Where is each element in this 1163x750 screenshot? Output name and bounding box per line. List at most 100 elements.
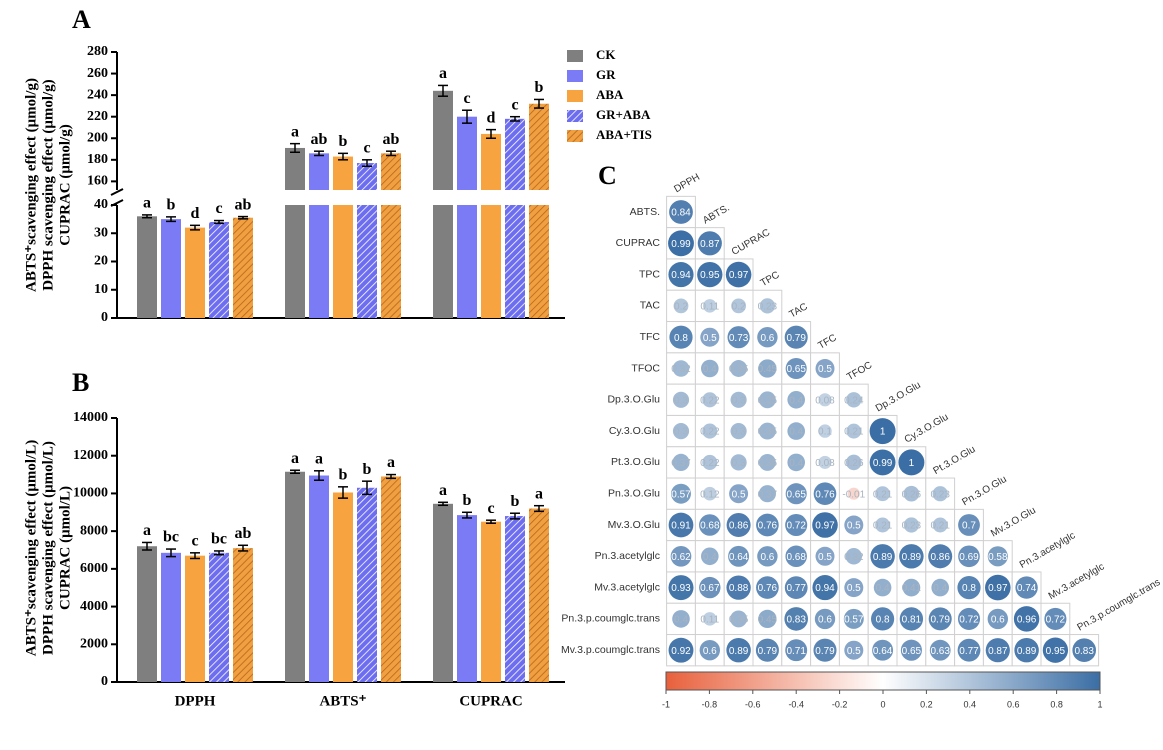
correlation-circle (987, 546, 1008, 567)
column-label: Pn.3.p.coumglc.trans (1076, 577, 1163, 633)
x-tick-label: CUPRAC (459, 693, 522, 709)
correlation-value: 0.2 (674, 302, 688, 313)
correlation-value: 0.4 (674, 615, 688, 626)
correlation-circle (699, 576, 721, 599)
y-tick-label: 240 (87, 87, 108, 102)
correlation-value: 0.87 (988, 646, 1008, 657)
row-label: CUPRAC (616, 237, 661, 249)
significance-letter: b (339, 133, 348, 150)
correlation-circle (702, 454, 718, 470)
correlation-circle (784, 576, 808, 599)
error-bar (534, 98, 544, 109)
y-tick-label: 200 (87, 130, 108, 145)
significance-letter: bc (211, 531, 227, 548)
error-bar (290, 142, 300, 154)
error-bar (510, 512, 520, 520)
correlation-value: 0.23 (902, 521, 922, 532)
correlation-circle (987, 608, 1008, 630)
correlation-value: 0.79 (815, 646, 835, 657)
correlation-circle (815, 546, 835, 566)
correlation-value: 0.72 (786, 521, 806, 532)
correlation-circle (697, 231, 722, 256)
correlation-value: 0.77 (959, 646, 979, 657)
row-label: Mv.3.p.coumglc.trans (561, 644, 660, 656)
correlation-value: 0.8 (876, 615, 890, 626)
significance-letter: a (535, 485, 543, 502)
correlation-value: 0.45 (758, 364, 778, 375)
correlation-value: 0.22 (700, 427, 720, 438)
column-label: TAC (788, 301, 810, 320)
row-label: Dp.3.O.Glu (607, 394, 660, 406)
correlation-circle (672, 423, 690, 440)
bar (529, 508, 549, 682)
correlation-value: 0.6 (818, 615, 832, 626)
bar (457, 515, 477, 682)
legend-label: CK (596, 47, 616, 62)
correlation-value: 0.4 (789, 458, 803, 469)
row-label: Mv.3.O.Glu (608, 519, 660, 531)
correlation-value: 0.41 (902, 583, 922, 594)
correlation-value: 0.21 (930, 521, 950, 532)
correlation-value: 0.72 (959, 615, 979, 626)
correlation-value: 0.32 (671, 364, 691, 375)
y-tick-label: 6000 (80, 561, 108, 576)
correlation-value: 0.3 (674, 427, 688, 438)
y-tick-label: 12000 (73, 448, 108, 463)
colorbar-tick-label: -0.4 (788, 699, 804, 709)
legend-swatch (567, 90, 583, 102)
correlation-value: 0.35 (758, 427, 778, 438)
y-axis-title: CUPRAC (μmol/L) (57, 486, 73, 610)
correlation-circle (928, 544, 953, 569)
bar (333, 156, 353, 190)
correlation-circle (730, 423, 747, 440)
correlation-circle (787, 391, 805, 409)
cell (810, 446, 840, 479)
correlation-circle (702, 423, 718, 439)
correlation-circle (871, 607, 895, 631)
colorbar-tick-label: -0.8 (702, 699, 718, 709)
correlation-circle (785, 357, 807, 380)
correlation-value: 0.97 (988, 583, 1008, 594)
bar (209, 221, 229, 318)
correlation-value: 0.3 (732, 427, 746, 438)
correlation-value: 0.71 (786, 646, 806, 657)
correlation-circle (730, 610, 748, 628)
column-label: TPC (759, 270, 782, 290)
significance-letter: c (191, 533, 198, 550)
legend-swatch (567, 110, 583, 122)
correlation-circle (703, 612, 717, 626)
significance-letter: a (439, 482, 447, 499)
y-tick-label: 160 (87, 174, 108, 189)
colorbar-tick-label: 0.2 (920, 699, 933, 709)
bar (161, 552, 181, 682)
correlation-value: 0.94 (671, 270, 691, 281)
correlation-value: 0.3 (732, 458, 746, 469)
correlation-value: 1 (880, 427, 886, 438)
bar (505, 118, 525, 190)
correlation-circle (726, 637, 751, 663)
column-label: Pt.3.O.Glu (932, 444, 978, 477)
significance-letter: b (535, 79, 544, 96)
colorbar-tick-label: -0.2 (832, 699, 848, 709)
correlation-value: 0.5 (847, 521, 861, 532)
correlation-circle (843, 608, 864, 629)
row-label: Mv.3.acetylglc (594, 581, 660, 593)
correlation-value: 0.08 (815, 395, 835, 406)
correlation-value: 0.86 (729, 521, 749, 532)
correlation-value: 0.4 (876, 583, 890, 594)
correlation-circle (699, 640, 720, 661)
correlation-circle (785, 639, 808, 662)
correlation-circle (785, 513, 808, 537)
significance-letter: c (215, 200, 222, 217)
bar (381, 153, 401, 190)
correlation-circle (844, 640, 864, 660)
correlation-value: 0.5 (847, 646, 861, 657)
correlation-circle (757, 327, 778, 348)
bar (433, 503, 453, 682)
correlation-circle (899, 607, 924, 631)
correlation-value: 0.67 (700, 583, 720, 594)
correlation-circle (845, 548, 863, 565)
error-bar (214, 219, 224, 225)
y-axis-title: ABTS⁺scavenging effect (μmol/L) (23, 440, 39, 656)
